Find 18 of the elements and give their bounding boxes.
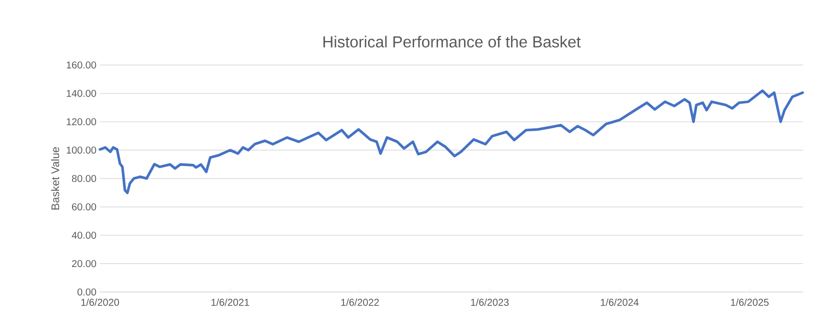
y-tick-label: 140.00 (66, 90, 96, 97)
y-tick-label: 0.00 (77, 288, 96, 296)
x-tick-label: 1/6/2023 (471, 298, 509, 306)
x-tick-label: 1/6/2024 (600, 298, 639, 306)
chart-title: Historical Performance of the Basket (323, 36, 581, 48)
y-tick-label: 120.00 (66, 118, 96, 126)
x-tick-label: 1/6/2025 (731, 298, 769, 306)
y-tick-label: 40.00 (72, 232, 96, 239)
line-series (98, 89, 804, 194)
y-tick-label: 160.00 (66, 61, 96, 69)
x-tick-label: 1/6/2021 (212, 298, 250, 306)
y-tick-label: 60.00 (72, 203, 96, 210)
y-tick-label: 20.00 (72, 260, 96, 268)
x-tick-label: 1/6/2022 (341, 298, 379, 306)
x-tick-label: 1/6/2020 (81, 298, 120, 306)
y-axis-title: Basket Value (51, 147, 60, 210)
y-tick-label: 80.00 (72, 174, 96, 182)
y-tick-label: 100.00 (66, 146, 96, 154)
